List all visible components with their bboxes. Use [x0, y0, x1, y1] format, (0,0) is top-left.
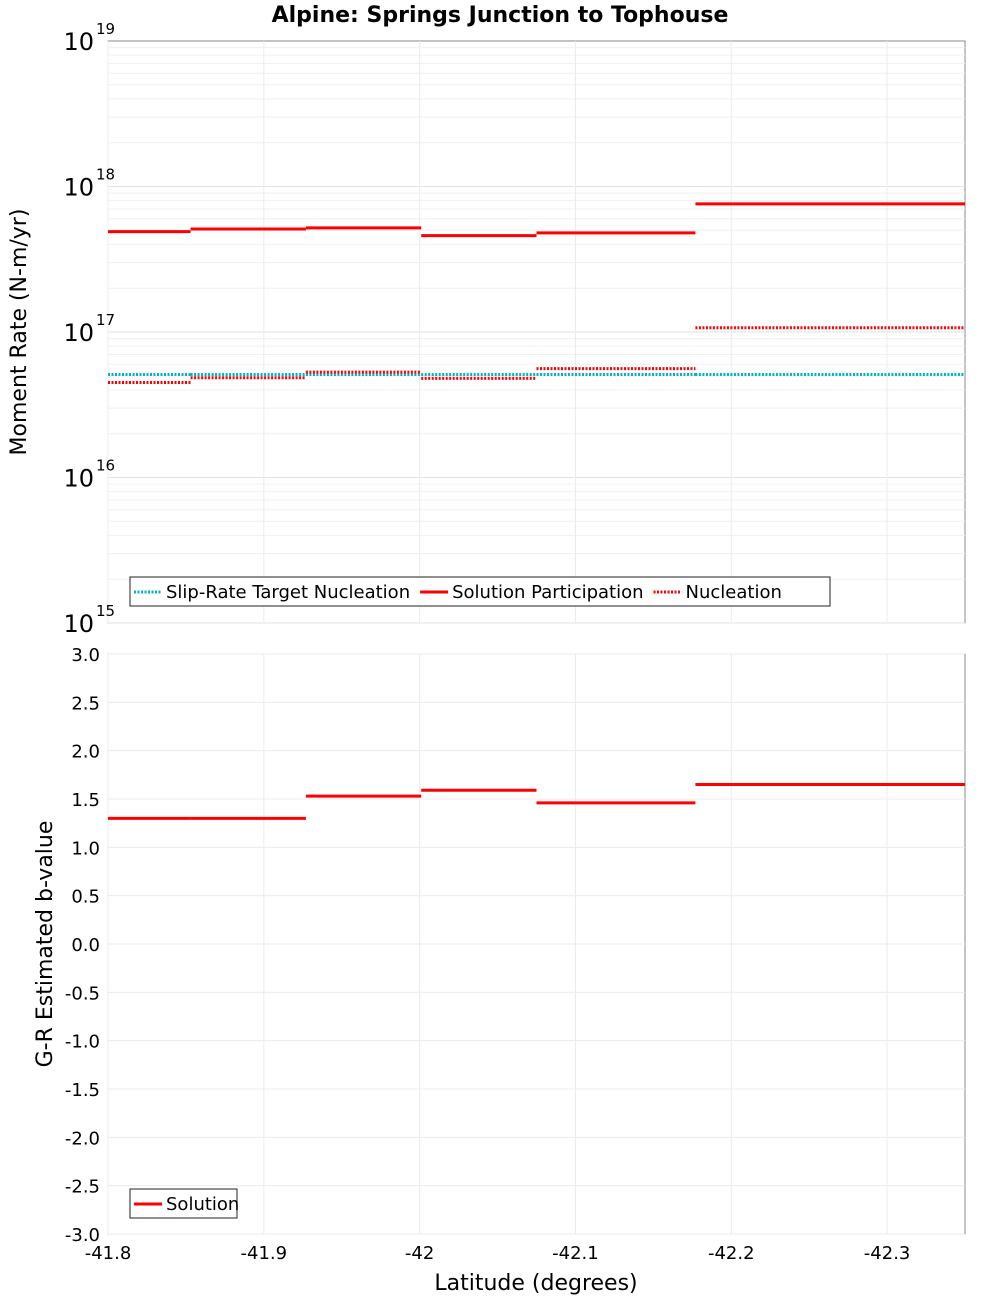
moment-rate-legend-label: Nucleation: [686, 582, 782, 603]
b-value-y-tick-label: 0.5: [71, 887, 100, 908]
moment-rate-y-tick-label: 10: [63, 610, 94, 638]
b-value-y-tick-label: 1.5: [71, 790, 100, 811]
b-value-y-tick-label: 0.0: [71, 935, 100, 956]
b-value-y-tick-label: 3.0: [71, 645, 100, 666]
b-value-y-tick-label: 2.0: [71, 742, 100, 763]
b-value-y-tick-label: -2.5: [65, 1177, 100, 1198]
chart-title: Alpine: Springs Junction to Tophouse: [272, 3, 729, 28]
moment-rate-y-tick-label: 10: [63, 319, 94, 347]
moment-rate-series: [108, 202, 965, 384]
moment-rate-y-tick-label: 10: [63, 465, 94, 493]
b-value-legend: Solution: [129, 1188, 239, 1219]
b-value-legend-label: Solution: [166, 1194, 239, 1215]
moment-rate-y-axis-label: Moment Rate (N-m/yr): [7, 209, 32, 456]
moment-rate-grid: [107, 41, 965, 624]
b-value-x-ticks: -41.8 -41.9 -42 -42.1 -42.2 -42.3: [85, 1243, 911, 1264]
moment-rate-y-tick-exponent: 16: [96, 457, 115, 475]
b-value-y-tick-label: -0.5: [65, 983, 100, 1004]
moment-rate-series-solution-participation: [108, 202, 965, 238]
b-value-y-tick-label: -3.0: [65, 1225, 100, 1246]
b-value-y-ticks: 3.0 2.5 2.0 1.5 1.0 0.5 0.0 -0.5 -1.0 -1.5 -2.0 -2.…: [65, 645, 100, 1246]
b-value-series: [108, 783, 965, 820]
x-axis-label: Latitude (degrees): [434, 1271, 637, 1296]
moment-rate-y-tick-label: 10: [63, 28, 94, 56]
x-tick-label: -41.9: [241, 1243, 288, 1264]
b-value-y-tick-label: 1.0: [71, 838, 100, 859]
moment-rate-legend: Slip-Rate Target Nucleation Solution Part…: [129, 576, 831, 607]
x-tick-label: -41.8: [85, 1243, 132, 1264]
b-value-y-tick-label: -2.0: [65, 1128, 100, 1149]
b-value-y-axis-label: G-R Estimated b-value: [33, 821, 58, 1068]
moment-rate-y-tick-exponent: 15: [96, 602, 115, 620]
b-value-panel: 3.0 2.5 2.0 1.5 1.0 0.5 0.0 -0.5 -1.0 -1.5 -2.0 -2.…: [33, 645, 966, 1296]
moment-rate-legend-label: Solution Participation: [452, 582, 643, 603]
b-value-y-tick-label: -1.5: [65, 1080, 100, 1101]
x-tick-label: -42: [405, 1243, 434, 1264]
moment-rate-y-tick-exponent: 17: [96, 311, 115, 329]
b-value-y-tick-label: -1.0: [65, 1032, 100, 1053]
moment-rate-y-tick-exponent: 19: [96, 20, 115, 38]
b-value-y-tick-label: 2.5: [71, 693, 100, 714]
moment-rate-legend-label: Slip-Rate Target Nucleation: [166, 582, 410, 603]
b-value-series-solution: [108, 783, 965, 820]
x-tick-label: -42.2: [708, 1243, 755, 1264]
b-value-grid: [107, 653, 965, 1235]
x-tick-label: -42.3: [864, 1243, 911, 1264]
moment-rate-y-tick-exponent: 18: [96, 166, 115, 184]
moment-rate-y-tick-label: 10: [63, 174, 94, 202]
x-tick-label: -42.1: [552, 1243, 599, 1264]
moment-rate-series-nucleation: [108, 326, 965, 384]
moment-rate-legend-box: [129, 576, 831, 607]
